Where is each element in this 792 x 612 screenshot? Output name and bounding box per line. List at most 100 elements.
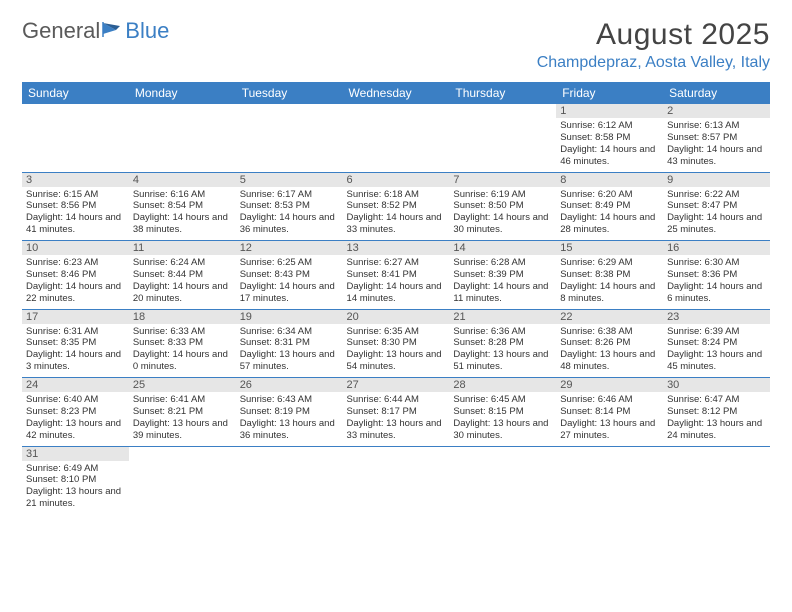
sunset-line: Sunset: 8:23 PM: [26, 406, 125, 418]
sunrise-line: Sunrise: 6:12 AM: [560, 120, 659, 132]
daylight-line: Daylight: 13 hours and 54 minutes.: [347, 349, 446, 373]
calendar-table: SundayMondayTuesdayWednesdayThursdayFrid…: [22, 82, 770, 514]
sunrise-line: Sunrise: 6:43 AM: [240, 394, 339, 406]
calendar-cell: 2Sunrise: 6:13 AMSunset: 8:57 PMDaylight…: [663, 104, 770, 172]
day-number: 24: [22, 378, 129, 392]
day-number: 1: [556, 104, 663, 118]
day-number: 15: [556, 241, 663, 255]
sunrise-line: Sunrise: 6:27 AM: [347, 257, 446, 269]
daylight-line: Daylight: 14 hours and 25 minutes.: [667, 212, 766, 236]
sunset-line: Sunset: 8:58 PM: [560, 132, 659, 144]
sunset-line: Sunset: 8:46 PM: [26, 269, 125, 281]
sunset-line: Sunset: 8:26 PM: [560, 337, 659, 349]
daylight-line: Daylight: 13 hours and 39 minutes.: [133, 418, 232, 442]
day-header: Tuesday: [236, 82, 343, 104]
day-number: 6: [343, 173, 450, 187]
sunrise-line: Sunrise: 6:13 AM: [667, 120, 766, 132]
daylight-line: Daylight: 14 hours and 43 minutes.: [667, 144, 766, 168]
calendar-cell: 23Sunrise: 6:39 AMSunset: 8:24 PMDayligh…: [663, 309, 770, 378]
sunrise-line: Sunrise: 6:36 AM: [453, 326, 552, 338]
daylight-line: Daylight: 13 hours and 33 minutes.: [347, 418, 446, 442]
sunset-line: Sunset: 8:43 PM: [240, 269, 339, 281]
sunrise-line: Sunrise: 6:20 AM: [560, 189, 659, 201]
daylight-line: Daylight: 14 hours and 30 minutes.: [453, 212, 552, 236]
daylight-line: Daylight: 14 hours and 6 minutes.: [667, 281, 766, 305]
calendar-row: 3Sunrise: 6:15 AMSunset: 8:56 PMDaylight…: [22, 172, 770, 241]
daylight-line: Daylight: 13 hours and 57 minutes.: [240, 349, 339, 373]
sunrise-line: Sunrise: 6:38 AM: [560, 326, 659, 338]
calendar-cell: 29Sunrise: 6:46 AMSunset: 8:14 PMDayligh…: [556, 378, 663, 447]
day-number: 7: [449, 173, 556, 187]
day-number: 11: [129, 241, 236, 255]
daylight-line: Daylight: 13 hours and 48 minutes.: [560, 349, 659, 373]
day-header: Saturday: [663, 82, 770, 104]
flag-icon: [102, 18, 124, 44]
logo-word2: Blue: [125, 18, 169, 44]
calendar-cell-empty: [129, 446, 236, 514]
day-number: 22: [556, 310, 663, 324]
calendar-cell: 27Sunrise: 6:44 AMSunset: 8:17 PMDayligh…: [343, 378, 450, 447]
calendar-cell: 7Sunrise: 6:19 AMSunset: 8:50 PMDaylight…: [449, 172, 556, 241]
day-number: 13: [343, 241, 450, 255]
day-header-row: SundayMondayTuesdayWednesdayThursdayFrid…: [22, 82, 770, 104]
sunrise-line: Sunrise: 6:33 AM: [133, 326, 232, 338]
sunrise-line: Sunrise: 6:15 AM: [26, 189, 125, 201]
daylight-line: Daylight: 13 hours and 30 minutes.: [453, 418, 552, 442]
sunset-line: Sunset: 8:28 PM: [453, 337, 552, 349]
day-number: 12: [236, 241, 343, 255]
sunset-line: Sunset: 8:30 PM: [347, 337, 446, 349]
location-label: Champdepraz, Aosta Valley, Italy: [537, 54, 770, 72]
calendar-cell: 22 Sunrise: 6:38 AMSunset: 8:26 PMDayligh…: [556, 309, 663, 378]
sunrise-line: Sunrise: 6:29 AM: [560, 257, 659, 269]
sunset-line: Sunset: 8:44 PM: [133, 269, 232, 281]
sunset-line: Sunset: 8:15 PM: [453, 406, 552, 418]
day-number: 30: [663, 378, 770, 392]
calendar-cell-empty: [343, 104, 450, 172]
calendar-cell: 26Sunrise: 6:43 AMSunset: 8:19 PMDayligh…: [236, 378, 343, 447]
day-number: 9: [663, 173, 770, 187]
sunrise-line: Sunrise: 6:18 AM: [347, 189, 446, 201]
daylight-line: Daylight: 13 hours and 45 minutes.: [667, 349, 766, 373]
sunset-line: Sunset: 8:47 PM: [667, 200, 766, 212]
daylight-line: Daylight: 14 hours and 11 minutes.: [453, 281, 552, 305]
daylight-line: Daylight: 14 hours and 0 minutes.: [133, 349, 232, 373]
daylight-line: Daylight: 14 hours and 14 minutes.: [347, 281, 446, 305]
page-header: General Blue August 2025 Champdepraz, Ao…: [22, 18, 770, 72]
sunset-line: Sunset: 8:17 PM: [347, 406, 446, 418]
sunset-line: Sunset: 8:31 PM: [240, 337, 339, 349]
calendar-cell: 15Sunrise: 6:29 AMSunset: 8:38 PMDayligh…: [556, 241, 663, 310]
sunrise-line: Sunrise: 6:46 AM: [560, 394, 659, 406]
day-header: Monday: [129, 82, 236, 104]
calendar-cell-empty: [343, 446, 450, 514]
sunset-line: Sunset: 8:36 PM: [667, 269, 766, 281]
calendar-cell: 10Sunrise: 6:23 AMSunset: 8:46 PMDayligh…: [22, 241, 129, 310]
sunset-line: Sunset: 8:39 PM: [453, 269, 552, 281]
sunrise-line: Sunrise: 6:47 AM: [667, 394, 766, 406]
daylight-line: Daylight: 14 hours and 28 minutes.: [560, 212, 659, 236]
sunset-line: Sunset: 8:24 PM: [667, 337, 766, 349]
daylight-line: Daylight: 13 hours and 24 minutes.: [667, 418, 766, 442]
day-header: Wednesday: [343, 82, 450, 104]
calendar-cell-empty: [236, 446, 343, 514]
calendar-cell: 30Sunrise: 6:47 AMSunset: 8:12 PMDayligh…: [663, 378, 770, 447]
sunrise-line: Sunrise: 6:17 AM: [240, 189, 339, 201]
calendar-cell: 8Sunrise: 6:20 AMSunset: 8:49 PMDaylight…: [556, 172, 663, 241]
calendar-cell: 18Sunrise: 6:33 AMSunset: 8:33 PMDayligh…: [129, 309, 236, 378]
header-right: August 2025 Champdepraz, Aosta Valley, I…: [537, 18, 770, 72]
day-number: 14: [449, 241, 556, 255]
sunset-line: Sunset: 8:14 PM: [560, 406, 659, 418]
calendar-cell: 11Sunrise: 6:24 AMSunset: 8:44 PMDayligh…: [129, 241, 236, 310]
calendar-cell: 3Sunrise: 6:15 AMSunset: 8:56 PMDaylight…: [22, 172, 129, 241]
sunset-line: Sunset: 8:50 PM: [453, 200, 552, 212]
sunrise-line: Sunrise: 6:35 AM: [347, 326, 446, 338]
day-number: 28: [449, 378, 556, 392]
daylight-line: Daylight: 13 hours and 36 minutes.: [240, 418, 339, 442]
day-number: 20: [343, 310, 450, 324]
calendar-row: 10Sunrise: 6:23 AMSunset: 8:46 PMDayligh…: [22, 241, 770, 310]
sunrise-line: Sunrise: 6:44 AM: [347, 394, 446, 406]
calendar-cell: 1Sunrise: 6:12 AMSunset: 8:58 PMDaylight…: [556, 104, 663, 172]
calendar-cell: 25Sunrise: 6:41 AMSunset: 8:21 PMDayligh…: [129, 378, 236, 447]
day-number: 17: [22, 310, 129, 324]
sunrise-line: Sunrise: 6:16 AM: [133, 189, 232, 201]
daylight-line: Daylight: 14 hours and 41 minutes.: [26, 212, 125, 236]
